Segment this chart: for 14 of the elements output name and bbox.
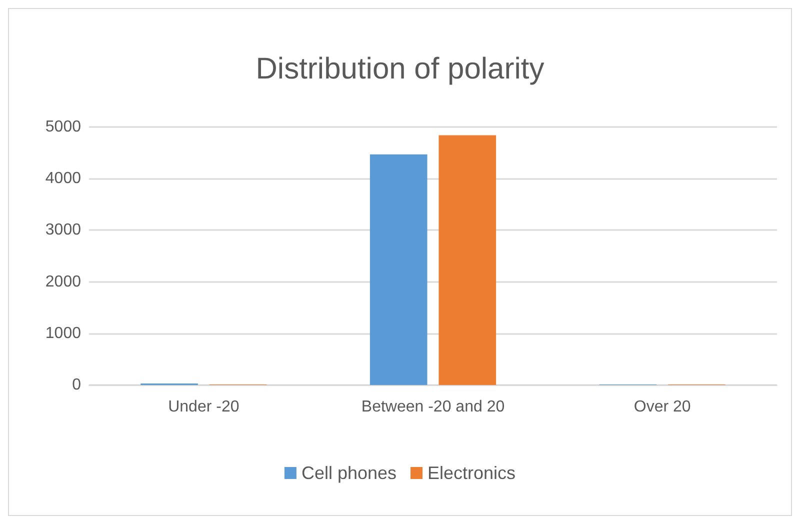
y-tick-label: 2000 xyxy=(45,273,82,290)
bar xyxy=(370,154,428,385)
x-tick-label: Between -20 and 20 xyxy=(361,398,505,416)
x-tick-label: Over 20 xyxy=(634,398,691,416)
legend-label: Electronics xyxy=(428,463,516,483)
y-tick-label: 1000 xyxy=(45,324,82,342)
bar xyxy=(438,135,496,385)
legend-label: Cell phones xyxy=(301,463,397,483)
x-tick-label: Under -20 xyxy=(168,398,240,416)
chart-title: Distribution of polarity xyxy=(256,52,544,86)
y-tick-label: 4000 xyxy=(45,170,82,188)
y-tick-label: 5000 xyxy=(45,118,82,136)
y-tick-label: 0 xyxy=(72,376,82,394)
y-tick-label: 3000 xyxy=(45,222,82,239)
